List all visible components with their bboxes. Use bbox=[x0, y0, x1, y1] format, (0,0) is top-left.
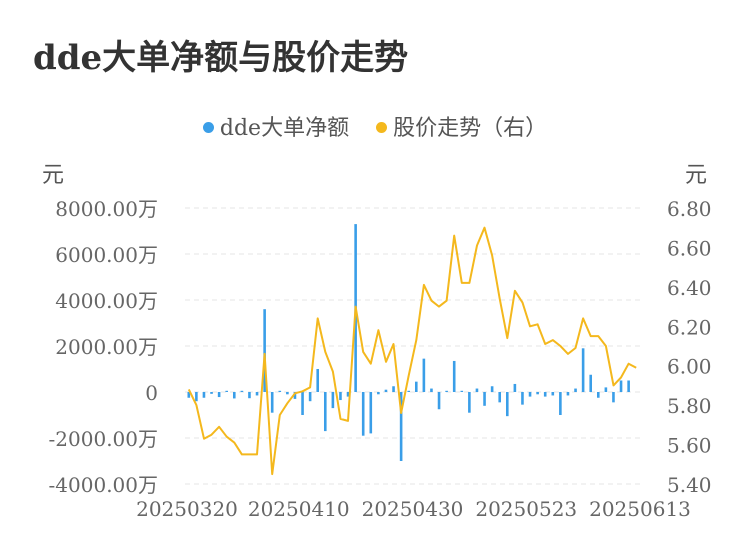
dde-bar bbox=[210, 392, 213, 394]
dde-bar bbox=[604, 387, 608, 392]
dde-bar bbox=[187, 392, 191, 398]
dde-bar bbox=[301, 392, 304, 415]
dde-bar bbox=[543, 392, 547, 397]
dde-bar bbox=[414, 381, 418, 392]
x-tick-label: 20250613 bbox=[589, 497, 691, 521]
y-right-tick-label: 5.80 bbox=[667, 394, 712, 418]
dde-bar bbox=[384, 389, 388, 392]
dde-bar bbox=[475, 388, 479, 392]
dde-bar bbox=[589, 374, 593, 392]
legend-item-dde[interactable]: dde大单净额 bbox=[202, 110, 350, 142]
dde-bar bbox=[559, 392, 562, 415]
dde-bar bbox=[293, 392, 297, 399]
dde-bar bbox=[566, 392, 570, 396]
dde-bar bbox=[612, 392, 615, 403]
dde-bar bbox=[513, 383, 517, 392]
x-tick-label: 20250320 bbox=[136, 497, 238, 521]
dde-bar bbox=[460, 390, 464, 392]
legend-dot-price bbox=[376, 122, 388, 133]
dde-bar bbox=[399, 392, 403, 461]
dde-bar bbox=[323, 392, 327, 432]
legend-label-price: 股价走势（右） bbox=[393, 116, 548, 141]
y-left-tick-label: 6000.00万 bbox=[55, 243, 158, 267]
dde-bar bbox=[505, 392, 509, 417]
y-left-tick-label: -2000.00万 bbox=[49, 427, 158, 451]
dde-bar bbox=[377, 392, 380, 395]
y-left-tick-label: 2000.00万 bbox=[55, 335, 158, 359]
legend: dde大单净额 股价走势（右） bbox=[0, 110, 750, 142]
dde-bar bbox=[195, 392, 198, 402]
y-right-tick-label: 6.80 bbox=[667, 197, 712, 221]
price-line bbox=[187, 226, 637, 476]
dde-bar bbox=[407, 390, 411, 392]
dde-bar bbox=[528, 392, 532, 397]
dde-bar bbox=[536, 392, 539, 395]
dde-bar bbox=[202, 392, 206, 398]
y-left-tick-label: 8000.00万 bbox=[55, 197, 158, 221]
y-right-tick-label: 5.60 bbox=[667, 434, 712, 458]
y-right-tick-label: 6.20 bbox=[667, 315, 712, 339]
dde-bar bbox=[452, 360, 456, 392]
dde-bar bbox=[286, 392, 289, 395]
dde-bar bbox=[498, 392, 502, 403]
y-left-tick-label: 4000.00万 bbox=[55, 289, 158, 313]
left-axis-unit: 元 bbox=[42, 163, 65, 188]
dde-bar bbox=[468, 392, 471, 413]
dde-bar bbox=[263, 309, 266, 392]
right-axis-unit: 元 bbox=[685, 163, 708, 188]
y-right-tick-label: 6.00 bbox=[667, 355, 712, 379]
dde-bar bbox=[225, 390, 229, 392]
dde-bar bbox=[308, 392, 312, 402]
dde-bar bbox=[217, 392, 221, 398]
dde-bar bbox=[270, 392, 274, 413]
y-right-tick-label: 5.40 bbox=[667, 473, 712, 497]
chart-title: dde大单净额与股价走势 bbox=[33, 38, 409, 78]
legend-label-dde: dde大单净额 bbox=[219, 116, 350, 141]
dde-bar bbox=[430, 388, 433, 392]
dde-bar bbox=[240, 390, 244, 392]
dde-bar bbox=[437, 392, 441, 410]
x-tick-label: 20250430 bbox=[362, 497, 464, 521]
dde-bar bbox=[581, 348, 585, 392]
dde-bar bbox=[483, 392, 486, 406]
dde-bar bbox=[445, 390, 448, 392]
x-tick-label: 20250410 bbox=[248, 497, 350, 521]
dde-bar bbox=[596, 392, 600, 398]
dde-bar bbox=[316, 369, 320, 392]
dde-bar bbox=[521, 392, 524, 405]
dde-bar bbox=[361, 392, 365, 436]
x-tick-label: 20250523 bbox=[475, 497, 577, 521]
dde-bar bbox=[278, 390, 282, 392]
dde-bar bbox=[627, 380, 630, 392]
y-left-tick-label: 0 bbox=[145, 381, 158, 405]
dde-bar bbox=[574, 388, 577, 392]
dde-bar bbox=[232, 392, 236, 399]
dde-bar bbox=[346, 392, 350, 397]
legend-dot-dde bbox=[202, 122, 214, 133]
y-right-tick-label: 6.40 bbox=[667, 276, 712, 300]
dde-bar bbox=[551, 392, 555, 396]
dde-bar bbox=[422, 358, 426, 392]
dde-bar bbox=[392, 386, 395, 392]
dde-bar bbox=[339, 392, 342, 401]
dde-bar bbox=[369, 392, 373, 434]
dde-bar bbox=[248, 392, 251, 399]
dde-bar bbox=[255, 392, 259, 396]
y-right-tick-label: 6.60 bbox=[667, 236, 712, 260]
y-left-tick-label: -4000.00万 bbox=[49, 473, 158, 497]
dde-bar bbox=[619, 380, 623, 392]
dde-bar bbox=[490, 386, 494, 392]
legend-item-price[interactable]: 股价走势（右） bbox=[376, 110, 547, 142]
dde-bar bbox=[331, 392, 335, 409]
